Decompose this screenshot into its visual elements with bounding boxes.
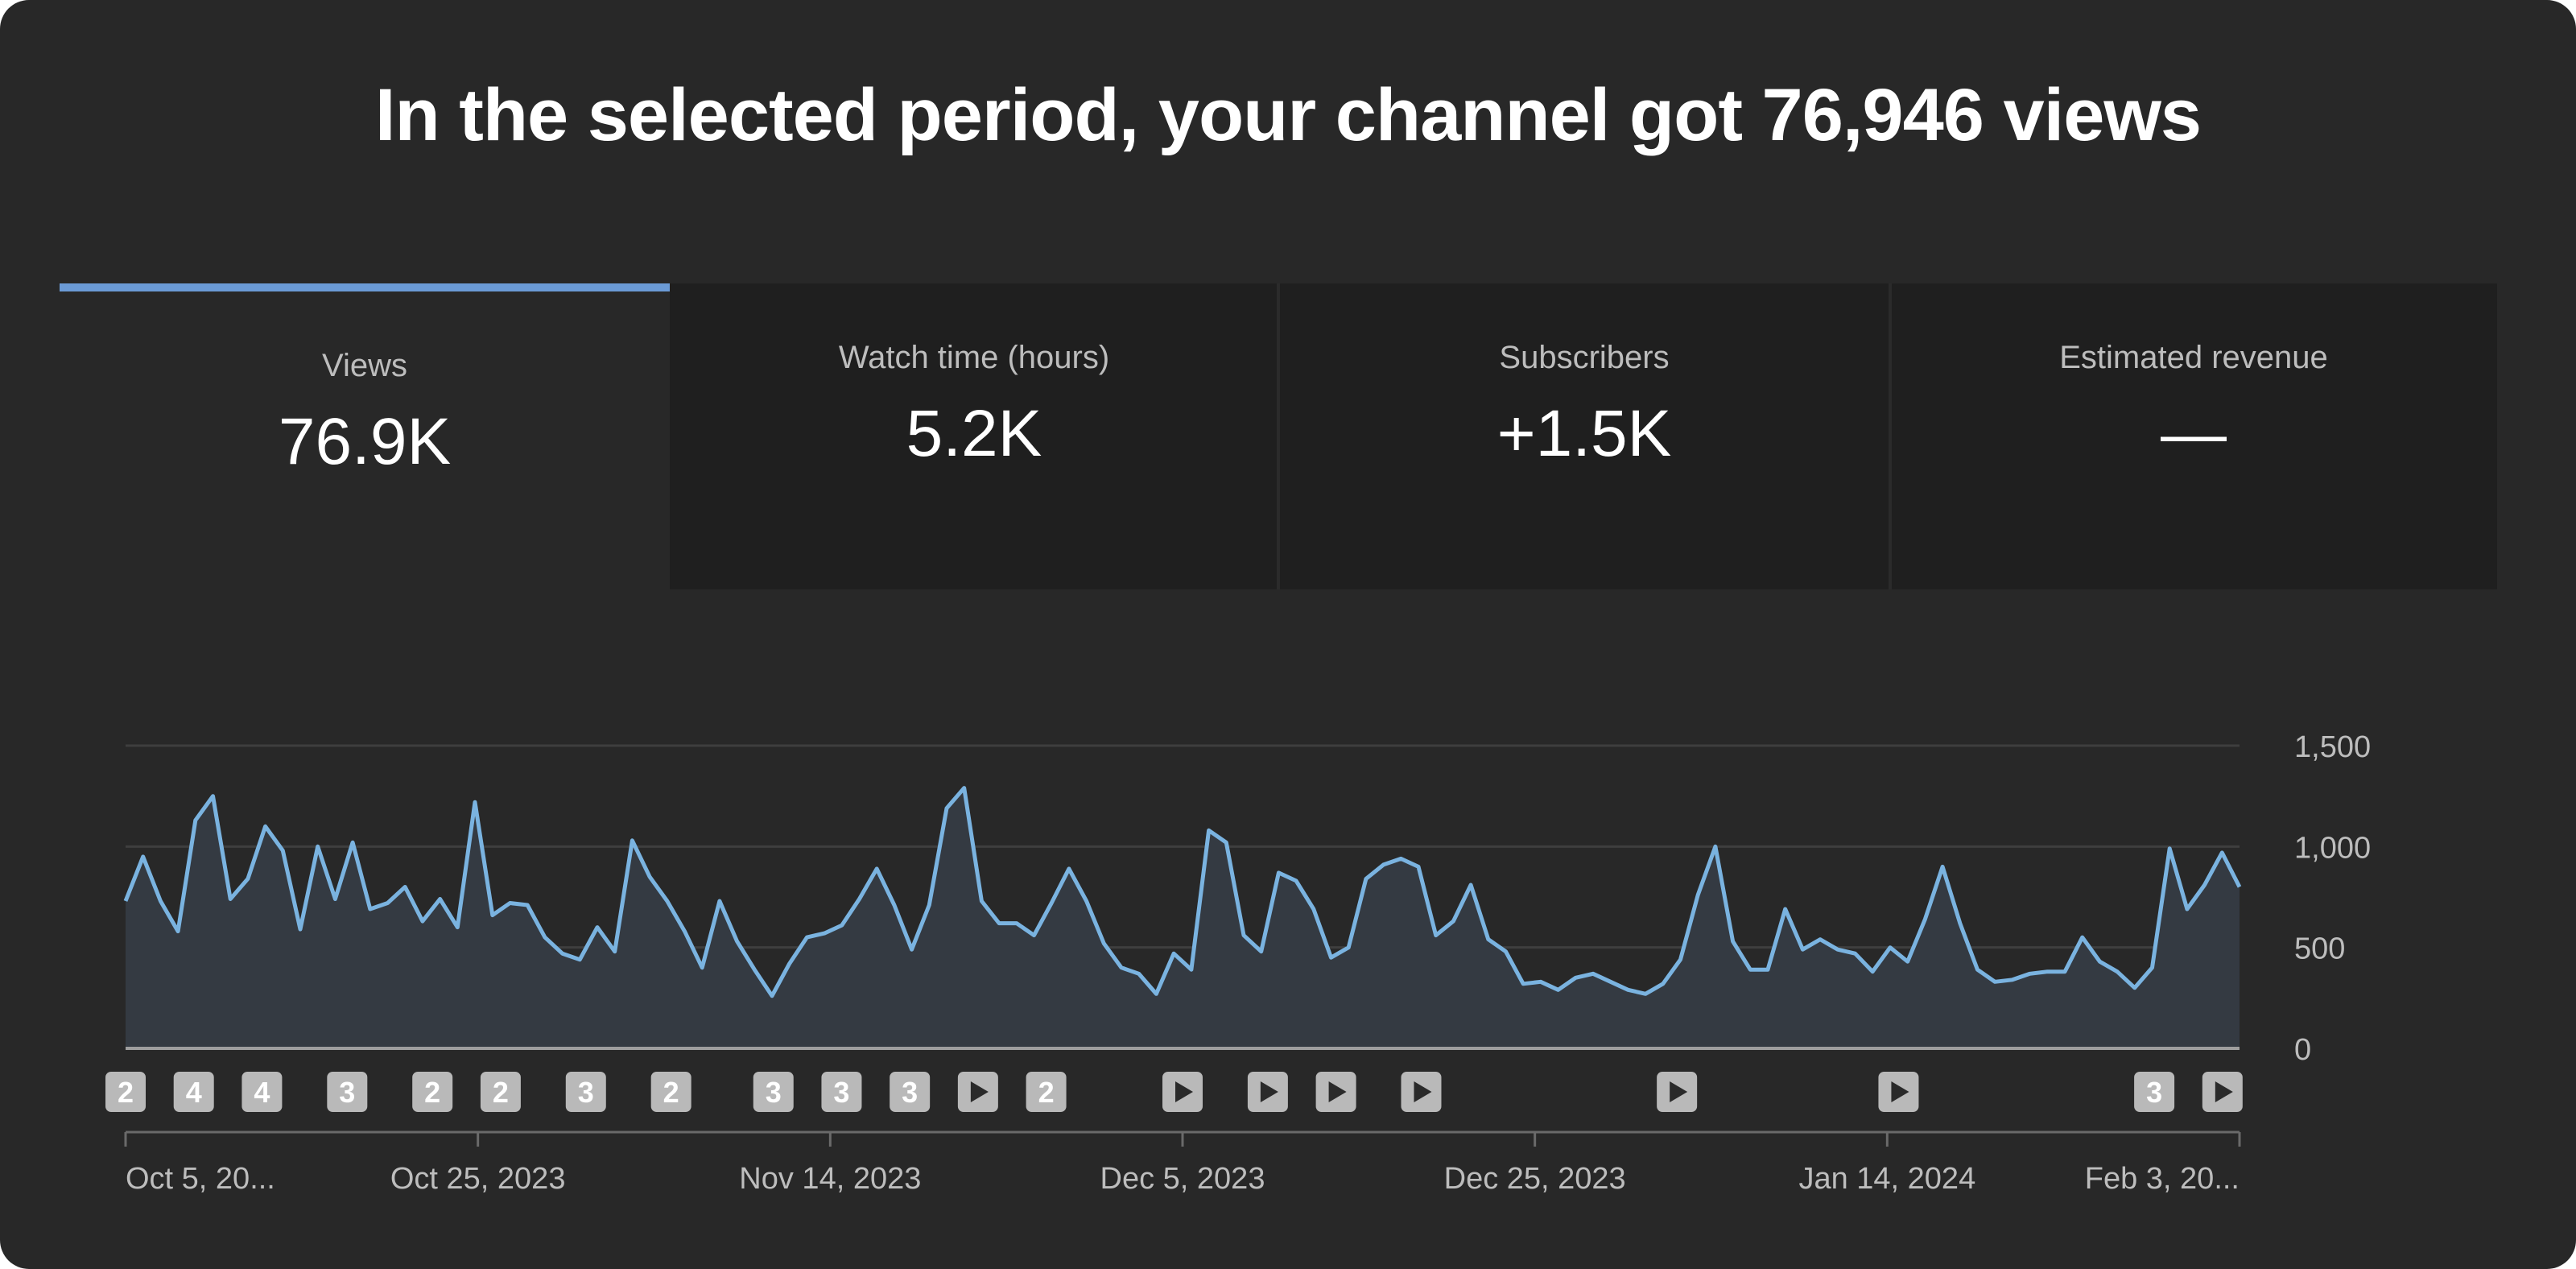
upload-count-marker (2134, 1072, 2175, 1112)
x-tick-label: Dec 25, 2023 (1444, 1162, 1626, 1196)
tab-divider (1277, 283, 1280, 589)
upload-count-marker (1026, 1072, 1067, 1112)
play-icon (1414, 1081, 1432, 1102)
tab-subscribers-label: Subscribers (1499, 340, 1670, 375)
x-tick-label: Jan 14, 2024 (1798, 1162, 1975, 1196)
upload-count-marker (753, 1072, 794, 1112)
tab-watch-time-value: 5.2K (906, 397, 1042, 470)
x-tick-label: Oct 25, 2023 (390, 1162, 566, 1196)
tab-subscribers[interactable]: Subscribers +1.5K (1278, 283, 1890, 589)
play-icon (1670, 1081, 1688, 1102)
y-tick-label: 1,000 (2294, 831, 2371, 865)
upload-count-label: 4 (186, 1076, 202, 1109)
upload-count-label: 2 (1038, 1076, 1055, 1109)
tab-watch-time[interactable]: Watch time (hours) 5.2K (670, 283, 1278, 589)
tab-estimated-revenue[interactable]: Estimated revenue — (1890, 283, 2497, 589)
upload-count-marker (480, 1072, 521, 1112)
upload-count-label: 3 (578, 1076, 594, 1109)
upload-count-label: 2 (118, 1076, 134, 1109)
tab-views-value: 76.9K (278, 405, 452, 478)
upload-count-label: 3 (902, 1076, 918, 1109)
tab-views[interactable]: Views 76.9K (60, 283, 670, 589)
upload-count-marker (890, 1072, 931, 1112)
headline: In the selected period, your channel got… (374, 74, 2202, 156)
play-icon (970, 1081, 989, 1102)
y-tick-label: 500 (2294, 932, 2345, 966)
upload-count-marker (173, 1072, 214, 1112)
tab-estimated-revenue-label: Estimated revenue (2059, 340, 2328, 375)
y-tick-label: 1,500 (2294, 730, 2371, 764)
views-area (126, 787, 2240, 1048)
play-icon (2215, 1081, 2233, 1102)
upload-count-marker (105, 1072, 146, 1112)
upload-count-marker (650, 1072, 691, 1112)
x-tick-label: Nov 14, 2023 (739, 1162, 921, 1196)
metric-tabs: Views 76.9K Watch time (hours) 5.2K Subs… (60, 283, 2497, 589)
play-icon (1175, 1081, 1193, 1102)
tab-views-label: Views (322, 348, 407, 383)
upload-count-label: 4 (254, 1076, 270, 1109)
play-icon (1891, 1081, 1909, 1102)
tab-divider (1889, 283, 1892, 589)
tab-estimated-revenue-value: — (2161, 397, 2227, 470)
play-icon (1260, 1081, 1278, 1102)
upload-count-label: 3 (833, 1076, 849, 1109)
upload-count-label: 2 (663, 1076, 679, 1109)
x-tick-label: Feb 3, 20... (2085, 1162, 2240, 1196)
upload-count-label: 2 (493, 1076, 509, 1109)
upload-count-label: 2 (424, 1076, 440, 1109)
x-tick-label: Dec 5, 2023 (1100, 1162, 1265, 1196)
upload-count-marker (565, 1072, 606, 1112)
upload-count-marker (327, 1072, 368, 1112)
upload-count-label: 3 (766, 1076, 782, 1109)
upload-count-marker (412, 1072, 453, 1112)
y-tick-label: 0 (2294, 1033, 2311, 1067)
upload-count-marker (242, 1072, 283, 1112)
x-tick-label: Oct 5, 20... (126, 1162, 275, 1196)
tab-watch-time-label: Watch time (hours) (838, 340, 1110, 375)
tab-subscribers-value: +1.5K (1496, 397, 1672, 470)
upload-count-label: 3 (2146, 1076, 2162, 1109)
upload-count-marker (821, 1072, 862, 1112)
views-line (123, 786, 2242, 998)
upload-count-label: 3 (339, 1076, 355, 1109)
play-icon (1328, 1081, 1347, 1102)
